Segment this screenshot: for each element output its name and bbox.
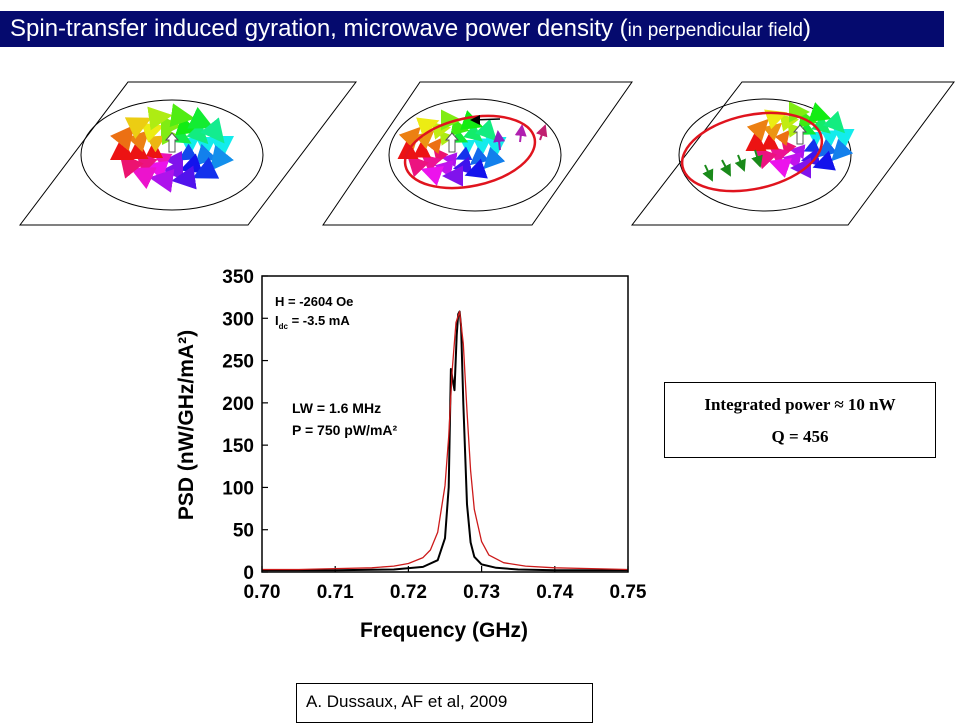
slide-title-bar: Spin-transfer induced gyration, microwav… [0,11,944,47]
diagram-panel-1 [18,81,358,226]
y-tick-label: 0 [243,563,254,584]
x-tick-label: 0.70 [244,582,281,603]
current-symbol: I [275,313,279,328]
magnetization-arrow [124,117,152,139]
x-tick-label: 0.71 [317,582,354,603]
x-tick-label: 0.72 [390,582,427,603]
magnetization-arrow [822,110,846,134]
magnetization-arrow [200,117,225,144]
dot-boundary-1 [80,99,264,211]
power-annotation: P = 750 pW/mA² [292,422,398,438]
summary-box: Integrated power ≈ 10 nW Q = 456 [664,382,936,458]
magnetization-arrow [464,158,488,179]
q-factor-text: Q = 456 [771,427,829,446]
series-line-measured [262,310,628,572]
slide-title-main: Spin-transfer induced gyration, microwav… [10,15,628,42]
magnetization-arrow [774,129,790,147]
magnetization-arrows-1 [110,103,234,193]
y-tick-label: 300 [222,309,254,330]
chart-series [262,310,629,572]
slide-title-close: ) [802,15,811,42]
magnetization-arrow [147,106,173,131]
y-tick-label: 150 [222,436,254,457]
citation-box: A. Dussaux, AF et al, 2009 [296,683,593,723]
magnetization-arrow [474,118,498,142]
x-axis-label: Frequency (GHz) [360,619,528,642]
magnetization-arrow [812,150,836,171]
x-tick-label: 0.75 [610,582,647,603]
magnetization-arrow [751,149,763,168]
magnetization-arrows-2 [397,109,548,187]
magnetization-arrow [535,124,548,141]
magnetization-arrow [171,165,197,190]
current-value: = -3.5 mA [288,313,350,328]
diagram-panel-3 [630,81,955,226]
slide-title: Spin-transfer induced gyration, microwav… [10,15,811,43]
y-tick-label: 350 [222,267,254,288]
vortex-core-icon [792,124,808,145]
chart-ticks: 0.70 0.71 0.72 0.73 0.74 0.75 0 50 100 150 200 250 3… [222,267,647,603]
current-subscript: dc [279,322,289,331]
magnetization-arrow [192,157,220,179]
magnetization-arrow [493,130,506,151]
magnetization-arrow [514,124,527,143]
vortex-diagrams [18,81,955,226]
gyration-orbit-3 [680,111,824,193]
y-axis-label: PSD (nW/GHz/mA²) [175,330,198,520]
field-annotation: H = -2604 Oe [275,294,353,309]
magnetization-arrow [720,159,731,177]
series-line-lorentzian-fit [262,310,629,571]
magnetization-arrow [734,154,746,172]
y-tick-label: 50 [233,521,254,542]
x-tick-label: 0.73 [463,582,500,603]
y-tick-label: 250 [222,352,254,373]
plot-frame [261,275,629,573]
magnetization-arrow [416,117,440,138]
magnetization-arrow [702,164,714,182]
magnetization-arrow [426,137,442,155]
y-tick-label: 100 [222,478,254,499]
x-tick-label: 0.74 [536,582,573,603]
integrated-power-text: Integrated power ≈ 10 nW [704,395,896,414]
gyration-orbit-2 [403,114,537,190]
y-tick-label: 200 [222,394,254,415]
linewidth-annotation: LW = 1.6 MHz [292,400,381,416]
diagram-panel-2 [322,81,633,226]
citation-text: A. Dussaux, AF et al, 2009 [306,692,508,711]
gyration-direction-arrowhead [470,115,480,125]
vortex-core-icon [444,132,460,153]
slide-title-qualifier: in perpendicular field [627,20,803,41]
current-annotation: Idc = -3.5 mA [275,313,350,331]
vortex-core-icon [164,132,180,153]
dot-boundary-2 [388,98,562,212]
